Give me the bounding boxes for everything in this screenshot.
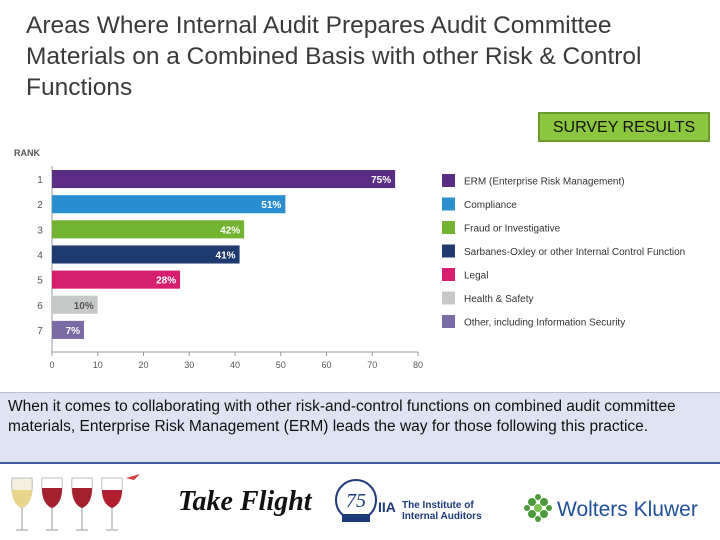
- bar-rank-7: [52, 320, 85, 339]
- x-tick-label: 40: [230, 360, 240, 370]
- legend-swatch: [442, 221, 455, 234]
- legend-swatch: [442, 244, 455, 258]
- svg-text:IIA: IIA: [378, 499, 396, 515]
- bar-rank-3: [52, 220, 245, 239]
- x-tick-label: 50: [276, 360, 286, 370]
- rank-tick-label: 7: [37, 326, 43, 337]
- rank-tick-label: 1: [37, 175, 43, 186]
- legend-swatch: [442, 268, 455, 281]
- rank-axis-label: RANK: [14, 148, 40, 158]
- legend-swatch: [442, 197, 455, 211]
- rank-tick-label: 4: [37, 250, 43, 261]
- bar-rank-5: [52, 270, 181, 289]
- bar-value-label: 41%: [216, 250, 236, 261]
- legend-label: Fraud or Investigative: [464, 224, 561, 235]
- slide-title: Areas Where Internal Audit Prepares Audi…: [26, 12, 642, 101]
- x-tick-label: 0: [49, 360, 54, 370]
- x-tick-label: 60: [321, 360, 331, 370]
- bar-value-label: 51%: [261, 200, 281, 211]
- bar-value-label: 28%: [156, 276, 176, 287]
- wine-glasses-icon: [11, 474, 140, 531]
- bar-rank-1: [52, 170, 396, 189]
- iia-logo-text: The Institute of Internal Auditors: [402, 500, 482, 522]
- rank-tick-label: 3: [37, 225, 43, 236]
- bar-rank-6: [52, 295, 98, 314]
- legend-label: Compliance: [464, 200, 517, 211]
- rank-tick-label: 2: [37, 200, 43, 211]
- x-tick-label: 30: [184, 360, 194, 370]
- legend-swatch: [442, 291, 455, 305]
- bar-value-label: 42%: [220, 225, 240, 236]
- wolters-kluwer-logo: Wolters Kluwer: [557, 498, 698, 521]
- x-tick-label: 10: [93, 360, 103, 370]
- legend-label: Other, including Information Security: [464, 318, 625, 329]
- bar-value-label: 7%: [66, 326, 81, 337]
- legend-swatch: [442, 174, 455, 187]
- legend-label: Sarbanes-Oxley or other Internal Control…: [464, 247, 685, 258]
- take-flight-logo: Take Flight: [178, 486, 312, 517]
- legend-label: ERM (Enterprise Risk Management): [464, 177, 625, 188]
- legend-swatch: [442, 315, 455, 328]
- bar-value-label: 10%: [74, 301, 94, 312]
- x-tick-label: 20: [138, 360, 148, 370]
- bar-rank-4: [52, 245, 240, 264]
- legend-label: Health & Safety: [464, 294, 533, 305]
- rank-tick-label: 6: [37, 301, 43, 312]
- rank-tick-label: 5: [37, 276, 43, 287]
- survey-results-badge: SURVEY RESULTS: [538, 112, 710, 142]
- wolters-kluwer-globe-icon: [524, 494, 552, 522]
- rank-bar-chart: RANK 1 75% 2 51% 3 42% 4 41% 5 28% 6 10% 7 7% 0 10 20 30…: [14, 148, 685, 370]
- footer-logos: Take Flight 75 IIA The Institute of Inte…: [0, 466, 720, 540]
- legend-label: Legal: [464, 271, 488, 282]
- bar-value-label: 75%: [371, 175, 391, 186]
- iia-75th-anniversary-logo: 75 IIA: [335, 479, 396, 522]
- summary-note: When it comes to collaborating with othe…: [0, 392, 720, 464]
- x-tick-label: 70: [367, 360, 377, 370]
- bar-rank-2: [52, 195, 286, 214]
- x-tick-label: 80: [413, 360, 423, 370]
- anniversary-number: 75: [346, 490, 366, 512]
